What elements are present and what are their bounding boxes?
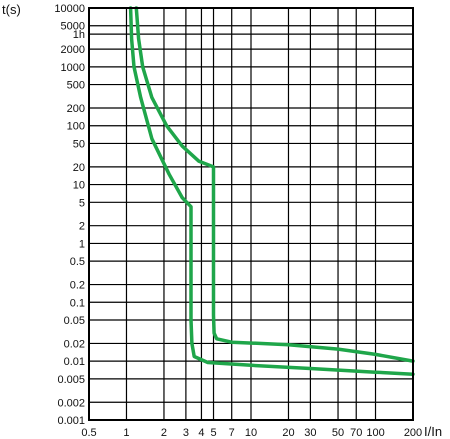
x-tick-label: 20: [282, 427, 294, 439]
x-tick-label: 200: [404, 427, 422, 439]
y-tick-label: 50: [73, 138, 85, 150]
y-tick-label: 0.002: [57, 397, 85, 409]
y-tick-label: 2: [79, 221, 85, 233]
y-tick-label: 100: [67, 121, 85, 133]
x-tick-label: 70: [350, 427, 362, 439]
y-tick-label: 0.5: [70, 256, 85, 268]
y-tick-label: 0.005: [57, 374, 85, 386]
y-tick-label: 0.05: [64, 315, 85, 327]
x-tick-label: 30: [304, 427, 316, 439]
y-tick-label: 20: [73, 162, 85, 174]
y-tick-label: 2000: [61, 44, 85, 56]
x-tick-label: 5: [210, 427, 216, 439]
y-tick-label: 5000: [61, 21, 85, 33]
plot-frame: [88, 7, 414, 421]
x-tick-label: 1: [123, 427, 129, 439]
y-axis-title: t(s): [2, 2, 21, 17]
y-tick-label: 0.2: [70, 280, 85, 292]
y-tick-label: 10000: [54, 3, 85, 15]
y-tick-label: 0.001: [57, 415, 85, 427]
x-tick-label: 10: [245, 427, 257, 439]
y-tick-label: 200: [67, 103, 85, 115]
series-line-2: [134, 6, 415, 363]
y-tick-label: 5: [79, 197, 85, 209]
y-tick-label: 10: [73, 180, 85, 192]
y-tick-label: 0.01: [64, 356, 85, 368]
x-tick-label: 3: [183, 427, 189, 439]
x-tick-label: 50: [332, 427, 344, 439]
y-tick-label: 0.1: [70, 297, 85, 309]
series-line-1: [128, 6, 415, 376]
x-axis-title: I/In: [424, 424, 442, 439]
y-tick-label: 1h: [73, 29, 85, 41]
x-tick-label: 4: [198, 427, 204, 439]
y-tick-label: 1: [79, 238, 85, 250]
x-tick-label: 0.5: [81, 427, 96, 439]
y-tick-label: 0.02: [64, 338, 85, 350]
x-tick-label: 2: [161, 427, 167, 439]
x-tick-label: 100: [366, 427, 384, 439]
y-tick-label: 1000: [61, 62, 85, 74]
y-tick-label: 500: [67, 80, 85, 92]
x-tick-label: 7: [229, 427, 235, 439]
